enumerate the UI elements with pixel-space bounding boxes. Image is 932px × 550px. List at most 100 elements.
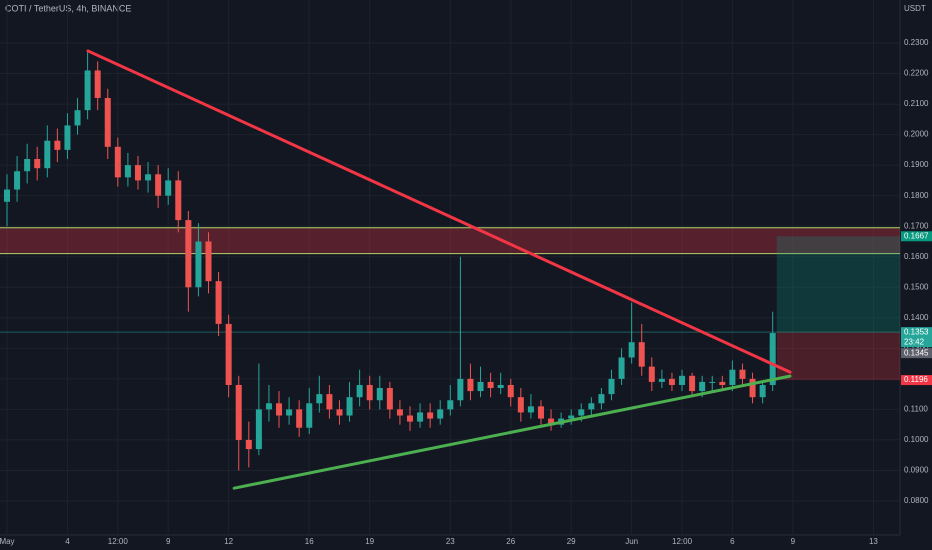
candle-body — [548, 418, 555, 425]
candle-body — [497, 384, 504, 389]
y-tick-label: 0.1900 — [904, 160, 929, 169]
candle-body — [719, 381, 726, 385]
x-tick-label: 19 — [365, 537, 374, 546]
candle-body — [759, 384, 766, 398]
y-tick-label: 0.0900 — [904, 466, 929, 475]
price-badge-label: 0.1345 — [904, 348, 929, 357]
candle-body — [145, 174, 152, 181]
candle-body — [729, 369, 736, 385]
price-badge — [901, 375, 932, 386]
candle-body — [527, 406, 534, 413]
candle-body — [356, 384, 363, 398]
candle-body — [14, 171, 21, 190]
candle-body — [407, 415, 413, 422]
candle-body — [306, 403, 313, 428]
candle-body — [316, 394, 323, 404]
y-tick-label: 0.2200 — [904, 69, 929, 78]
candle-body — [396, 409, 403, 416]
price-badge — [901, 327, 932, 348]
candle-body — [437, 409, 444, 419]
candle-body — [34, 159, 41, 169]
chart-title: COTI / TetherUS, 4h, BINANCE — [5, 3, 131, 13]
x-tick-label: 9 — [166, 537, 171, 546]
x-tick-label: 29 — [567, 537, 576, 546]
candle-body — [769, 333, 776, 385]
candle-body — [457, 378, 464, 401]
price-badge-sub: 23:42 — [904, 337, 925, 346]
candle-body — [588, 403, 595, 410]
candle-body — [638, 342, 645, 367]
candle-body — [648, 366, 655, 382]
candle-body — [84, 70, 91, 111]
y-tick-label: 0.1500 — [904, 282, 929, 291]
candle-body — [114, 146, 121, 178]
candle-body — [568, 415, 575, 419]
candle-body — [628, 342, 635, 358]
candle-body — [296, 409, 303, 428]
candle-body — [64, 125, 71, 150]
price-badge — [901, 348, 932, 359]
y-tick-label: 0.1400 — [904, 313, 929, 322]
candle-body — [24, 159, 31, 172]
price-badge-label: 0.1353 — [904, 327, 929, 336]
candle-body — [346, 397, 353, 416]
x-tick-label: 13 — [869, 537, 878, 546]
x-tick-label: May — [0, 537, 15, 546]
candle-body — [598, 394, 605, 404]
y-tick-label: 0.1300 — [904, 343, 929, 352]
y-tick-label: 0.1700 — [904, 221, 929, 230]
x-tick-label: 6 — [730, 537, 735, 546]
x-tick-label: 9 — [791, 537, 796, 546]
candle-body — [487, 381, 494, 389]
candle-body — [417, 412, 424, 422]
x-tick-label: 12 — [224, 537, 233, 546]
y-tick-label: 0.1100 — [904, 405, 928, 414]
candle-body — [74, 110, 81, 126]
candle-body — [709, 381, 716, 383]
candle-body — [165, 180, 172, 196]
price-badge-label: 0.1667 — [904, 231, 929, 240]
candle-body — [195, 241, 202, 288]
position-target — [776, 236, 900, 333]
y-tick-label: 0.0800 — [904, 496, 929, 505]
candle-body — [205, 241, 212, 282]
candle-body — [44, 140, 51, 169]
candle-body — [286, 409, 293, 416]
x-tick-label: 23 — [446, 537, 455, 546]
candle-body — [658, 378, 665, 382]
x-tick-label: 16 — [305, 537, 314, 546]
candle-body — [467, 378, 474, 392]
candle-body — [386, 388, 393, 410]
candle-body — [104, 97, 111, 147]
candle-body — [447, 400, 454, 410]
candle-body — [578, 409, 585, 416]
candle-body — [749, 378, 756, 398]
candle-body — [4, 189, 10, 202]
candle-body — [689, 375, 696, 392]
candle-body — [276, 403, 283, 416]
candle-body — [537, 406, 544, 419]
candle-body — [336, 409, 343, 416]
candle-body — [225, 323, 232, 385]
candle-body — [265, 403, 272, 410]
y-tick-label: 0.1800 — [904, 191, 929, 200]
zone — [0, 227, 900, 254]
y-tick-label: 0.2100 — [904, 99, 929, 108]
price-badge — [901, 231, 932, 242]
x-tick-label: 26 — [506, 537, 515, 546]
y-tick-label: 0.1000 — [904, 435, 929, 444]
x-tick-label: 12:00 — [108, 537, 129, 546]
x-tick-label: 4 — [65, 537, 70, 546]
unit-label: USDT — [904, 4, 926, 13]
candle-body — [618, 357, 625, 379]
candle-body — [255, 409, 262, 450]
candle-body — [54, 140, 61, 150]
candle-body — [175, 180, 182, 221]
candle-body — [235, 384, 242, 440]
candle-body — [124, 165, 131, 178]
x-tick-label: 12:00 — [672, 537, 693, 546]
candle-body — [366, 384, 373, 401]
